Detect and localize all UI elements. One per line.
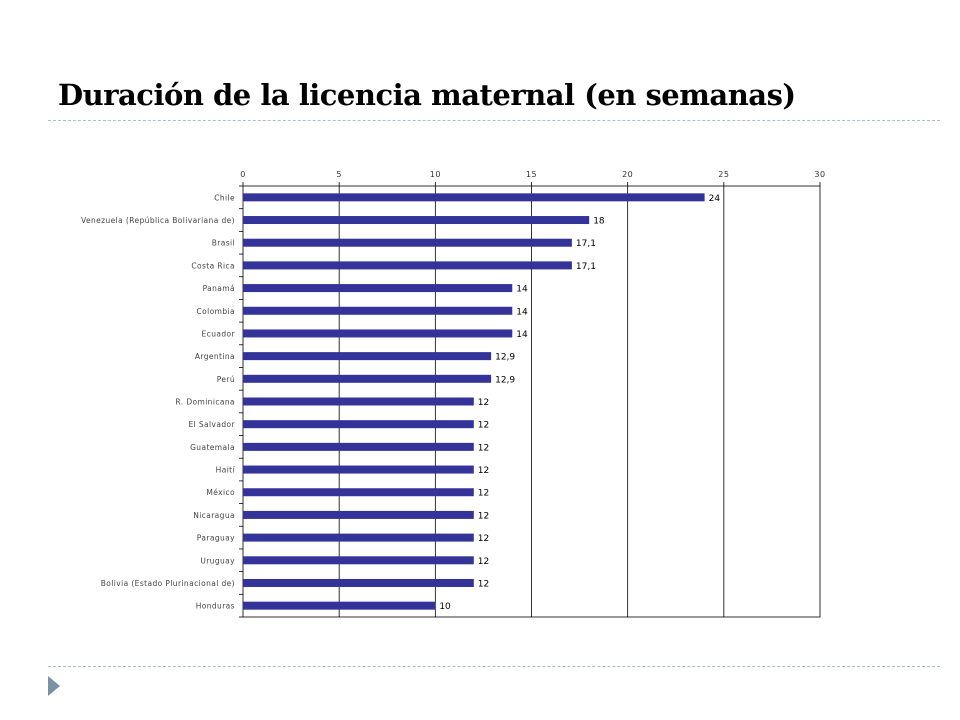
data-label: 24	[709, 194, 721, 204]
category-label: Uruguay	[200, 556, 235, 565]
bar	[243, 420, 474, 429]
x-tick-label: 5	[336, 170, 342, 179]
category-label: R. Dominicana	[175, 398, 235, 407]
data-label: 10	[439, 602, 451, 612]
data-label: 12,9	[495, 353, 515, 363]
x-tick-label: 20	[622, 170, 633, 179]
bar	[243, 374, 492, 383]
category-label: Nicaragua	[193, 511, 235, 520]
bar	[243, 329, 513, 338]
bar	[243, 216, 590, 225]
data-label: 12	[478, 579, 489, 589]
bar	[243, 578, 474, 587]
bullet-arrow-icon	[48, 676, 60, 696]
data-label: 12	[478, 511, 489, 521]
bar	[243, 284, 513, 293]
category-label: Venezuela (República Bolivariana de)	[81, 216, 235, 225]
data-label: 12	[478, 534, 489, 544]
bar	[243, 238, 572, 247]
data-label: 12	[478, 443, 489, 453]
bar	[243, 261, 572, 270]
footer-divider	[48, 666, 940, 667]
x-tick-label: 15	[526, 170, 537, 179]
x-tick-label: 10	[430, 170, 441, 179]
data-label: 12	[478, 557, 489, 567]
title-divider	[48, 120, 940, 121]
data-label: 12	[478, 398, 489, 408]
data-label: 14	[516, 285, 528, 295]
bar	[243, 193, 705, 202]
bar	[243, 397, 474, 406]
x-tick-label: 30	[814, 170, 825, 179]
category-label: El Salvador	[188, 420, 235, 429]
data-label: 12	[478, 466, 489, 476]
data-label: 14	[516, 307, 528, 317]
x-tick-label: 0	[240, 170, 246, 179]
data-label: 17,1	[576, 239, 596, 249]
slide-title: Duración de la licencia maternal (en sem…	[58, 78, 796, 112]
data-label: 12	[478, 489, 489, 499]
bar	[243, 533, 474, 542]
category-label: Panamá	[203, 284, 235, 293]
bar	[243, 442, 474, 451]
category-label: Paraguay	[197, 534, 235, 543]
category-label: Colombia	[197, 307, 235, 316]
data-label: 14	[516, 330, 528, 340]
bar	[243, 510, 474, 519]
bar	[243, 556, 474, 565]
data-label: 17,1	[576, 262, 596, 272]
category-label: Brasil	[212, 239, 235, 248]
data-label: 12	[478, 421, 489, 431]
category-label: Bolivia (Estado Plurinacional de)	[101, 579, 235, 588]
bar	[243, 601, 436, 610]
x-tick-label: 25	[718, 170, 729, 179]
category-label: Costa Rica	[191, 261, 235, 270]
category-label: México	[206, 488, 235, 497]
category-label: Honduras	[196, 602, 235, 611]
data-label: 18	[593, 217, 605, 227]
category-label: Ecuador	[202, 329, 236, 338]
bar	[243, 488, 474, 497]
category-label: Perú	[217, 375, 235, 384]
category-label: Chile	[214, 193, 235, 202]
category-label: Argentina	[195, 352, 235, 361]
bar	[243, 465, 474, 474]
bar	[243, 306, 513, 315]
category-label: Haití	[216, 466, 236, 475]
bar	[243, 352, 492, 361]
data-label: 12,9	[495, 375, 515, 385]
category-label: Guatemala	[190, 443, 235, 452]
